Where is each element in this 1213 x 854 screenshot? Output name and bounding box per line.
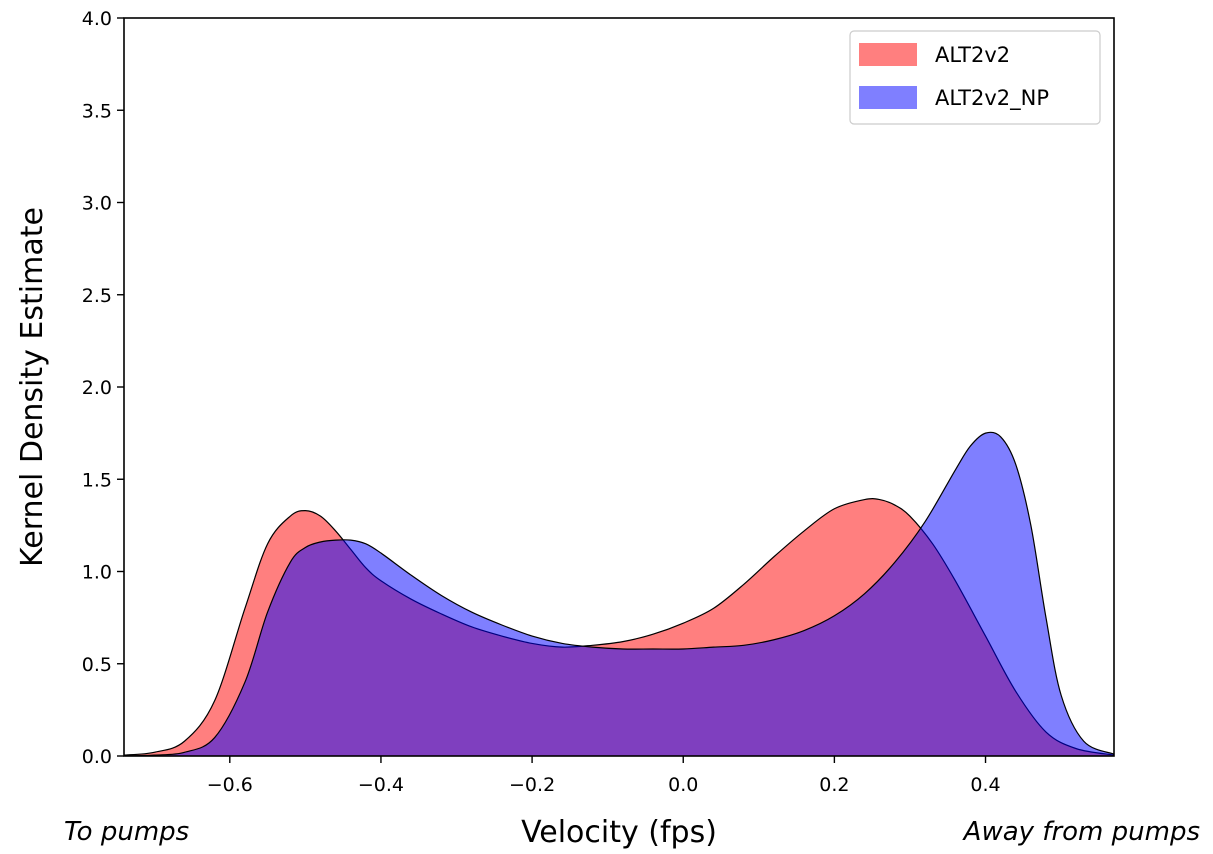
- legend: ALT2v2 ALT2v2_NP: [849, 30, 1101, 125]
- y-axis-title: Kernel Density Estimate: [15, 207, 50, 567]
- y-tick-label: 0.0: [82, 746, 112, 768]
- y-tick-label: 4.0: [82, 8, 112, 30]
- x-tick-label: −0.6: [207, 774, 253, 796]
- x-tick-label: 0.2: [819, 774, 849, 796]
- x-tick-label: 0.4: [970, 774, 1000, 796]
- y-tick-label: 2.5: [82, 285, 112, 307]
- series-outline-alt2v2-np: [123, 431, 1115, 757]
- to-pumps-label: To pumps: [64, 817, 189, 847]
- x-tick-label: −0.2: [509, 774, 555, 796]
- legend-swatch-alt2v2-np: [859, 86, 917, 109]
- plot-frame: [123, 17, 1115, 757]
- kde-areas: [123, 431, 1115, 757]
- series-area-alt2v2-np: [124, 432, 1114, 756]
- legend-swatch-alt2v2: [859, 43, 917, 66]
- y-tick-label: 1.0: [82, 562, 112, 584]
- x-tick-label: −0.4: [358, 774, 404, 796]
- y-tick-label: 3.5: [82, 100, 112, 122]
- y-axis: 0.0 0.5 1.0 1.5 2.0 2.5 3.0 3.5 4.0: [82, 8, 124, 768]
- x-tick-label: 0.0: [668, 774, 698, 796]
- y-tick-label: 0.5: [82, 654, 112, 676]
- away-from-pumps-label: Away from pumps: [962, 817, 1200, 847]
- x-axis: −0.6 −0.4 −0.2 0.0 0.2 0.4: [207, 756, 1001, 796]
- y-tick-label: 3.0: [82, 193, 112, 215]
- legend-label-alt2v2: ALT2v2: [935, 43, 1010, 67]
- x-axis-title: Velocity (fps): [521, 815, 717, 850]
- y-tick-label: 2.0: [82, 377, 112, 399]
- y-tick-label: 1.5: [82, 469, 112, 491]
- legend-label-alt2v2-np: ALT2v2_NP: [935, 86, 1049, 111]
